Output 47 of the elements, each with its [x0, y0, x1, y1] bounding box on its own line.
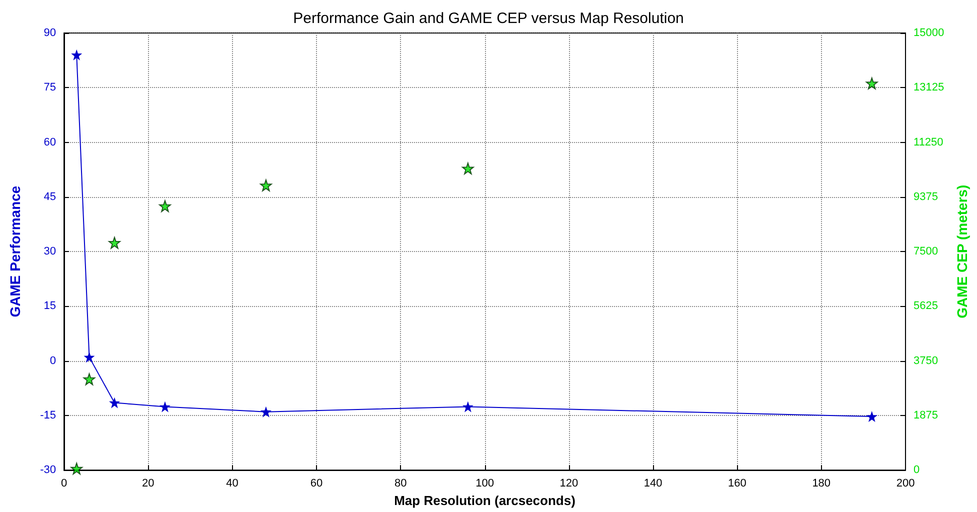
x-axis-title: Map Resolution (arcseconds) — [394, 493, 576, 508]
point — [866, 77, 878, 90]
y2-tick-label: 11250 — [914, 136, 944, 148]
point — [70, 462, 83, 475]
point — [108, 397, 120, 408]
y-tick-label: -30 — [40, 464, 56, 476]
point — [159, 401, 170, 412]
chart-title: Performance Gain and GAME CEP versus Map Resolution — [293, 10, 684, 27]
point — [260, 406, 272, 418]
y2-tick-label: 15000 — [914, 27, 944, 39]
point — [84, 352, 95, 363]
point — [260, 179, 272, 192]
x-tick-label: 140 — [644, 478, 662, 490]
y-tick-label: 90 — [44, 27, 56, 39]
point — [158, 200, 171, 212]
y-tick-label: -15 — [40, 409, 56, 422]
y2-tick-label: 0 — [914, 464, 920, 476]
x-tick-label: 0 — [60, 478, 68, 490]
x-tick-label: 180 — [812, 478, 831, 490]
x-tick-label: 80 — [394, 478, 407, 490]
point — [866, 411, 878, 422]
y2-axis-title: GAME CEP (meters) — [954, 184, 970, 318]
y2-tick-label: 3750 — [914, 354, 938, 367]
x-tick-label: 120 — [560, 478, 578, 490]
point — [108, 236, 120, 249]
x-tick-label: 160 — [728, 478, 746, 490]
y2-tick-label: 1875 — [914, 409, 938, 422]
y-tick-label: 15 — [44, 300, 56, 312]
y-tick-label: 75 — [44, 82, 56, 94]
x-tick-label: 60 — [310, 478, 323, 490]
y2-tick-label: 5625 — [914, 300, 938, 312]
point — [462, 401, 474, 412]
y-tick-label: 30 — [44, 246, 56, 258]
y-axis-title: GAME Performance — [7, 186, 23, 318]
y-tick-label: 0 — [50, 354, 56, 367]
y2-tick-label: 13125 — [914, 82, 944, 94]
y2-tick-label: 7500 — [914, 246, 938, 258]
y2-tick-label: 9375 — [914, 190, 938, 203]
point — [71, 49, 82, 60]
x-tick-label: 40 — [226, 478, 238, 490]
x-tick-label: 200 — [896, 478, 915, 490]
y-tick-label: 60 — [44, 136, 56, 148]
x-tick-label: 20 — [142, 478, 154, 490]
x-tick-label: 100 — [476, 478, 494, 490]
y-tick-label: 45 — [44, 190, 56, 203]
point — [462, 162, 474, 174]
point — [83, 373, 96, 386]
